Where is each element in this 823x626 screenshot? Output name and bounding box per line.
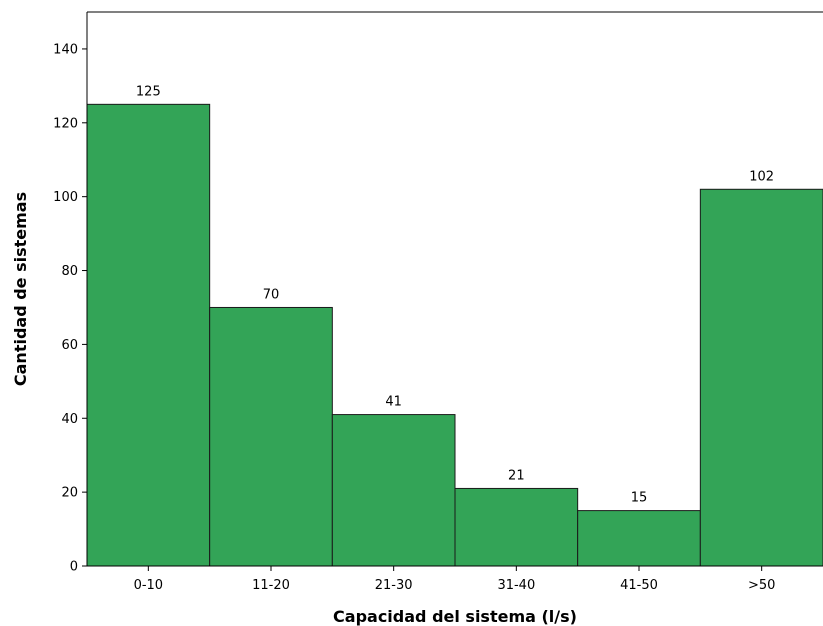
y-tick-label-3: 60	[61, 338, 78, 353]
x-axis-title: Capacidad del sistema (l/s)	[333, 607, 577, 626]
y-tick-label-5: 100	[53, 190, 78, 205]
bars-layer	[86, 103, 823, 567]
axis-spines	[86, 11, 823, 567]
x-tick-label-1: 11-20	[252, 578, 290, 593]
y-axis: 0 20 40 60 80 100 120 140	[53, 42, 87, 575]
data-label-1: 70	[263, 287, 280, 302]
bar-0	[86, 103, 211, 567]
y-tick-label-1: 20	[61, 486, 78, 501]
x-tick-label-4: 41-50	[620, 578, 658, 593]
data-labels-layer: 125 70 41 21 15 102	[136, 84, 774, 505]
x-axis: 0-10 11-20 21-30 31-40 41-50 >50	[134, 566, 775, 593]
bar-1	[209, 306, 333, 567]
data-label-0: 125	[136, 84, 161, 99]
y-tick-label-7: 140	[53, 42, 78, 57]
x-tick-label-2: 21-30	[375, 578, 413, 593]
data-label-5: 102	[749, 169, 774, 184]
y-axis-title: Cantidad de sistemas	[11, 192, 30, 386]
x-tick-label-3: 31-40	[497, 578, 535, 593]
x-tick-label-0: 0-10	[134, 578, 164, 593]
bar-5	[699, 188, 823, 567]
bar-3	[454, 487, 579, 567]
data-label-4: 15	[631, 491, 648, 506]
x-tick-label-5: >50	[748, 578, 775, 593]
bar-4	[577, 510, 701, 567]
data-label-3: 21	[508, 468, 525, 483]
y-tick-label-2: 40	[61, 412, 78, 427]
y-tick-label-4: 80	[61, 264, 78, 279]
bar-2	[331, 414, 456, 567]
y-tick-label-0: 0	[70, 560, 78, 575]
y-tick-label-6: 120	[53, 116, 78, 131]
data-label-2: 41	[385, 395, 402, 410]
